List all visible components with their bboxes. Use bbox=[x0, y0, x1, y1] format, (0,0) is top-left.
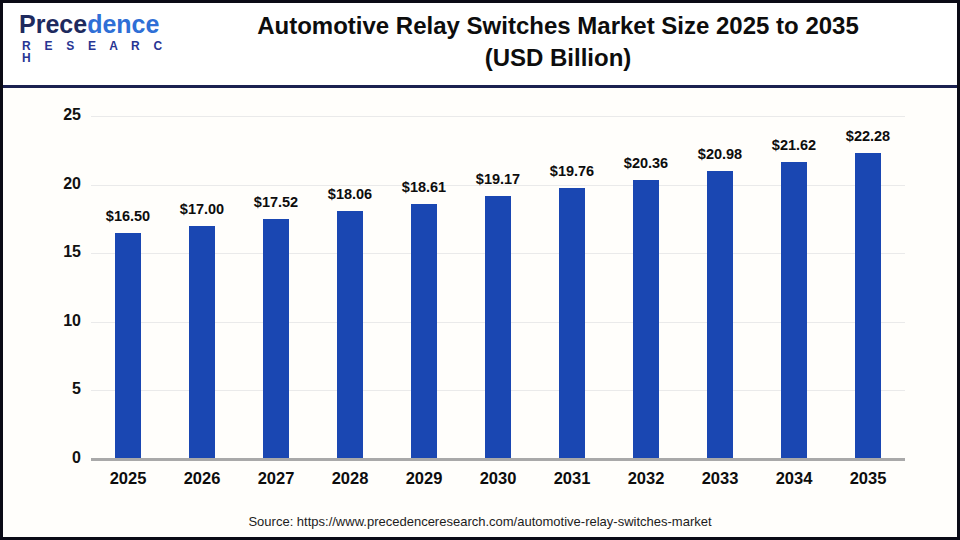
bar-2030 bbox=[485, 196, 511, 459]
bar-2032 bbox=[633, 180, 659, 459]
chart-title: Automotive Relay Switches Market Size 20… bbox=[173, 10, 943, 74]
bar-2033 bbox=[707, 171, 733, 459]
bar-value-label-2035: $22.28 bbox=[823, 128, 913, 144]
y-axis-label-5: 5 bbox=[31, 380, 81, 398]
logo-brand-light: dence bbox=[87, 10, 159, 38]
logo-brand-p: P bbox=[19, 10, 36, 38]
bar-2031 bbox=[559, 188, 585, 459]
bar-2027 bbox=[263, 219, 289, 459]
y-axis-label-10: 10 bbox=[31, 312, 81, 330]
precedence-research-logo: Precedence R E S E A R C H bbox=[19, 12, 169, 64]
gridline-y25 bbox=[91, 116, 905, 117]
logo-brand-text: Precedence bbox=[19, 12, 169, 37]
bar-2025 bbox=[115, 233, 141, 459]
header: Precedence R E S E A R C H Automotive Re… bbox=[3, 3, 957, 85]
source-citation: Source: https://www.precedenceresearch.c… bbox=[3, 514, 957, 529]
logo-subtitle: R E S E A R C H bbox=[19, 40, 169, 64]
y-axis-label-0: 0 bbox=[31, 449, 81, 467]
chart-title-line2: (USD Billion) bbox=[173, 42, 943, 74]
logo-brand-dark: rece bbox=[36, 10, 87, 38]
x-axis-baseline bbox=[91, 458, 905, 461]
infographic-frame: Precedence R E S E A R C H Automotive Re… bbox=[0, 0, 960, 540]
bar-2026 bbox=[189, 226, 215, 459]
y-axis-label-25: 25 bbox=[31, 106, 81, 124]
bar-2034 bbox=[781, 162, 807, 459]
bar-2028 bbox=[337, 211, 363, 459]
x-axis-label-2035: 2035 bbox=[823, 469, 913, 488]
bar-2029 bbox=[411, 204, 437, 459]
y-axis-label-20: 20 bbox=[31, 175, 81, 193]
bar-2035 bbox=[855, 153, 881, 459]
y-axis-label-15: 15 bbox=[31, 243, 81, 261]
chart-title-line1: Automotive Relay Switches Market Size 20… bbox=[173, 10, 943, 42]
